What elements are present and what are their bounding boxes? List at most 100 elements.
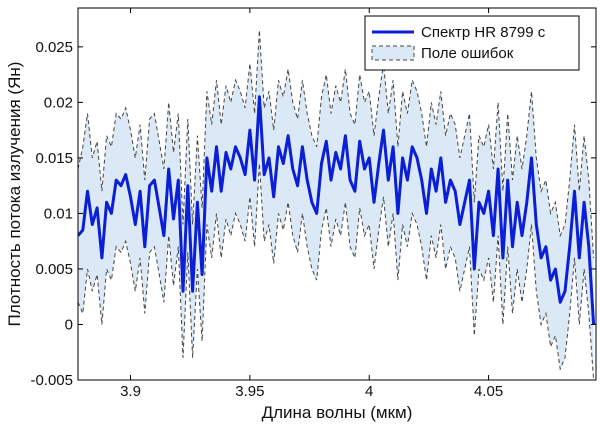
spectrum-point: [511, 246, 514, 248]
y-axis: -0.005 0 0.005 0.01 0.015 0.02 0.025: [30, 39, 596, 389]
spectrum-point: [421, 179, 423, 181]
spectrum-point: [192, 290, 194, 292]
spectrum-point: [316, 212, 318, 214]
spectrum-point: [144, 246, 146, 248]
spectrum-point: [502, 257, 504, 259]
spectrum-point: [488, 190, 490, 192]
spectrum-point: [478, 201, 480, 203]
spectrum-point: [211, 190, 213, 192]
spectrum-point: [454, 190, 456, 192]
legend-label-spectrum: Спектр HR 8799 c: [421, 24, 546, 41]
spectrum-point: [292, 168, 294, 170]
spectrum-point: [449, 179, 451, 181]
error-band-fill: [78, 30, 594, 380]
spectrum-point: [554, 268, 557, 270]
spectrum-point: [297, 185, 299, 187]
spectrum-point: [201, 273, 203, 276]
spectrum-point: [344, 135, 346, 137]
spectrum-point: [564, 290, 566, 292]
spectrum-point: [445, 201, 447, 203]
y-tick-label: -0.005: [30, 372, 73, 389]
spectrum-point: [530, 157, 533, 159]
spectrum-point: [573, 190, 576, 192]
spectrum-point: [163, 235, 165, 237]
spectrum-point: [325, 140, 327, 142]
spectrum-point: [521, 235, 523, 237]
spectrum-point: [363, 168, 366, 170]
x-tick-label: 4.05: [474, 383, 503, 400]
spectrum-point: [86, 190, 89, 192]
legend-label-error-band: Поле ошибок: [421, 45, 514, 62]
spectrum-point: [526, 201, 528, 203]
spectrum-point: [397, 212, 399, 214]
spectrum-point: [101, 257, 103, 259]
y-tick-label: 0.015: [35, 150, 73, 167]
x-axis-title: Длина волны (мкм): [262, 403, 413, 422]
spectrum-point: [545, 246, 547, 248]
spectrum-point: [392, 146, 394, 148]
spectrum-point: [287, 135, 289, 137]
spectrum-point: [387, 179, 389, 181]
spectrum-point: [349, 179, 351, 181]
spectrum-point: [483, 212, 485, 214]
spectrum-point: [411, 146, 413, 148]
spectrum-point: [320, 162, 323, 165]
spectrum-point: [535, 223, 537, 226]
spectrum-point: [168, 168, 170, 170]
y-tick-label: 0.02: [44, 94, 73, 111]
spectrum-point: [277, 146, 280, 148]
spectrum-point: [540, 257, 542, 259]
spectrum-point: [559, 301, 561, 303]
spectrum-point: [311, 201, 313, 203]
spectrum-point: [459, 223, 461, 226]
spectrum-point: [354, 190, 356, 192]
spectrum-point: [425, 212, 428, 214]
spectrum-point: [273, 196, 275, 198]
spectrum-point: [583, 201, 585, 203]
plot-frame: [77, 7, 597, 381]
spectrum-point: [588, 246, 590, 248]
spectrum-point: [215, 146, 218, 148]
spectrum-point: [340, 168, 342, 170]
spectrum-point: [282, 162, 284, 165]
x-tick-label: 4: [365, 383, 373, 400]
x-tick-label: 3.9: [120, 383, 141, 400]
spectrum-point: [125, 174, 127, 176]
legend-swatch-error-band: [371, 45, 415, 61]
spectrum-point: [91, 223, 93, 226]
spectrum-point: [268, 157, 270, 159]
spectrum-point: [225, 151, 227, 153]
spectrum-point: [550, 279, 552, 281]
spectrum-point: [373, 201, 375, 203]
spectrum-point: [569, 246, 571, 248]
spectrum-point: [330, 179, 332, 181]
spectrum-point: [158, 207, 160, 209]
spectrum-point: [134, 223, 136, 226]
spectrum-point: [258, 96, 260, 98]
spectrum-point: [416, 157, 418, 159]
spectrum-point: [234, 146, 237, 148]
y-axis-title: Плотность потока излучения (Ян): [5, 62, 24, 327]
spectrum-point: [368, 157, 370, 159]
error-band-layer: [78, 30, 595, 380]
spectrum-point: [82, 229, 84, 231]
spectrum-point: [139, 190, 141, 192]
x-tick-label: 3.95: [235, 383, 264, 400]
spectrum-point: [149, 185, 151, 187]
spectrum-point: [220, 190, 222, 192]
spectrum-point: [306, 179, 308, 181]
spectrum-point: [464, 201, 466, 203]
spectrum-point: [578, 257, 580, 259]
error-band-lower-line: [78, 163, 595, 380]
spectrum-point: [378, 162, 380, 165]
spectrum-point: [359, 140, 361, 142]
spectrum-point: [153, 179, 155, 181]
spectrum-point: [96, 207, 98, 209]
spectrum-point: [473, 268, 475, 270]
spectrum-point: [263, 174, 265, 176]
spectrum-point: [406, 179, 408, 181]
legend-box: [364, 15, 580, 71]
y-tick-label: 0.005: [35, 261, 73, 278]
spectrum-point: [516, 201, 518, 203]
